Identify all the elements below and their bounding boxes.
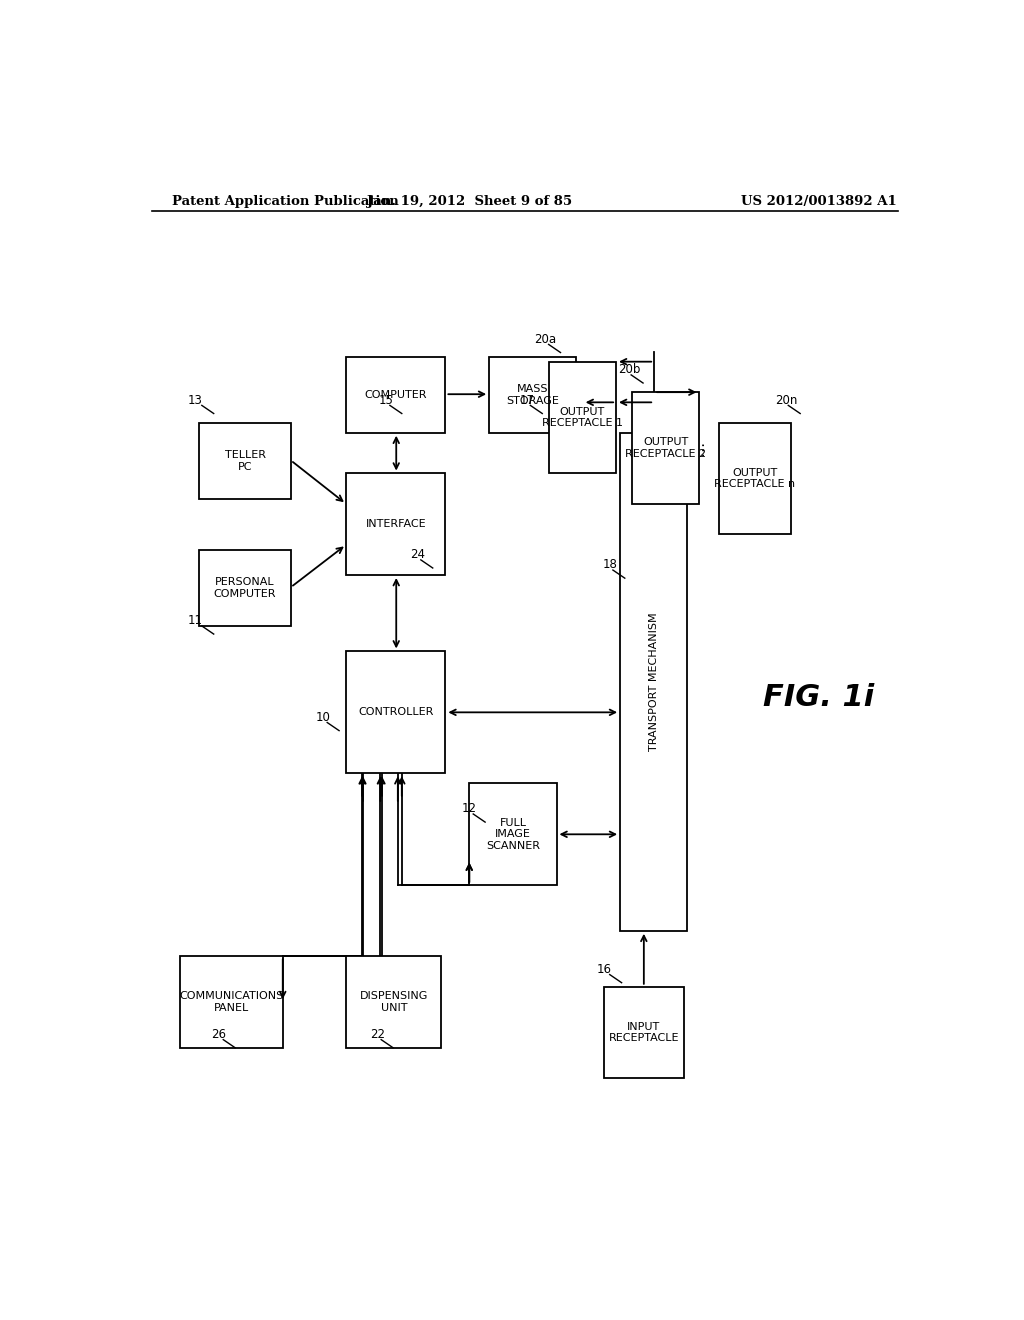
Text: US 2012/0013892 A1: US 2012/0013892 A1 (740, 194, 896, 207)
Bar (719, 422, 791, 535)
Bar (632, 392, 699, 504)
Text: OUTPUT
RECEPTACLE 1: OUTPUT RECEPTACLE 1 (542, 407, 623, 429)
Text: TRANSPORT MECHANISM: TRANSPORT MECHANISM (649, 612, 658, 751)
Text: MASS
STORAGE: MASS STORAGE (506, 384, 559, 405)
Text: 16: 16 (596, 964, 611, 975)
Text: 20b: 20b (617, 363, 640, 376)
Text: INPUT
RECEPTACLE: INPUT RECEPTACLE (608, 1022, 679, 1043)
Text: DISPENSING
UNIT: DISPENSING UNIT (359, 991, 428, 1012)
Bar (346, 474, 445, 576)
Text: Patent Application Publication: Patent Application Publication (172, 194, 398, 207)
Bar (200, 549, 291, 626)
Text: FULL
IMAGE
SCANNER: FULL IMAGE SCANNER (486, 817, 540, 851)
Text: 17: 17 (519, 393, 535, 407)
Text: 26: 26 (211, 1028, 226, 1041)
Text: FIG. 1i: FIG. 1i (763, 682, 874, 711)
Text: INTERFACE: INTERFACE (366, 519, 426, 529)
Text: 22: 22 (370, 1028, 385, 1041)
Bar (346, 651, 445, 774)
Text: COMPUTER: COMPUTER (365, 389, 427, 400)
Text: 24: 24 (410, 548, 425, 561)
Text: 10: 10 (316, 711, 331, 723)
Text: COMMUNICATIONS
PANEL: COMMUNICATIONS PANEL (179, 991, 284, 1012)
Bar (549, 362, 616, 474)
Text: TELLER
PC: TELLER PC (224, 450, 265, 471)
Text: OUTPUT
RECEPTACLE 2: OUTPUT RECEPTACLE 2 (625, 437, 707, 459)
Bar (200, 422, 291, 499)
Text: Jan. 19, 2012  Sheet 9 of 85: Jan. 19, 2012 Sheet 9 of 85 (367, 194, 571, 207)
Bar (489, 356, 577, 433)
Text: 12: 12 (461, 803, 476, 816)
Text: PERSONAL
COMPUTER: PERSONAL COMPUTER (214, 577, 276, 599)
Text: ⋯: ⋯ (695, 441, 710, 455)
Text: 20n: 20n (775, 393, 797, 407)
Text: 20a: 20a (535, 333, 556, 346)
Bar (620, 433, 687, 931)
Text: CONTROLLER: CONTROLLER (358, 708, 433, 717)
Bar (346, 956, 441, 1048)
Bar (604, 987, 684, 1078)
Text: OUTPUT
RECEPTACLE n: OUTPUT RECEPTACLE n (715, 467, 796, 490)
Text: 15: 15 (379, 393, 393, 407)
Bar (469, 784, 557, 886)
Text: 18: 18 (602, 558, 617, 572)
Bar (346, 356, 445, 433)
Bar (179, 956, 283, 1048)
Text: 11: 11 (187, 614, 203, 627)
Text: 13: 13 (187, 393, 203, 407)
